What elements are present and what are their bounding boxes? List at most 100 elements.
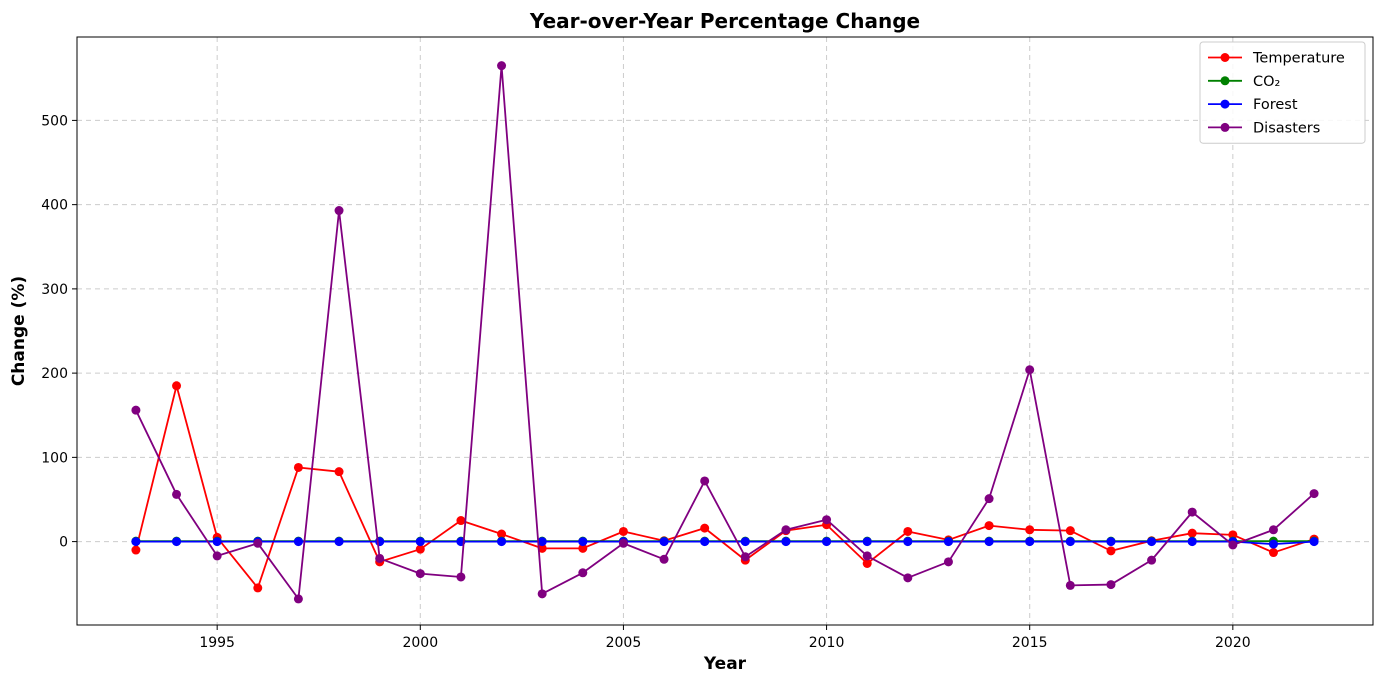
data-point-forest: [903, 537, 913, 547]
data-point-disasters: [700, 476, 710, 486]
x-tick-label: 2000: [402, 635, 438, 651]
data-point-disasters: [334, 206, 344, 216]
data-point-temperature: [497, 529, 507, 539]
legend-item-co-: CO₂: [1208, 74, 1280, 90]
data-point-disasters: [415, 569, 425, 579]
legend-swatch-marker: [1220, 76, 1230, 86]
y-axis-label: Change (%): [9, 276, 29, 386]
data-point-forest: [1309, 537, 1319, 547]
data-point-temperature: [618, 526, 628, 536]
y-tick-label: 400: [41, 198, 68, 214]
data-point-forest: [740, 537, 750, 547]
data-point-forest: [334, 537, 344, 547]
data-point-temperature: [1268, 548, 1278, 558]
x-tick-label: 2005: [606, 635, 642, 651]
data-point-disasters: [1065, 580, 1075, 590]
data-point-disasters: [862, 551, 872, 561]
x-tick-label: 1995: [199, 635, 235, 651]
data-point-forest: [943, 537, 953, 547]
x-tick-label: 2010: [809, 635, 845, 651]
data-point-forest: [293, 537, 303, 547]
data-point-disasters: [293, 594, 303, 604]
data-point-temperature: [131, 545, 141, 555]
data-point-temperature: [984, 521, 994, 531]
series-disasters: [131, 61, 1319, 604]
series-line-forest: [135, 540, 1315, 546]
legend-swatch-marker: [1220, 99, 1230, 109]
data-point-disasters: [1106, 580, 1116, 590]
legend-label: Temperature: [1252, 51, 1345, 67]
data-point-forest: [1147, 537, 1157, 547]
data-point-disasters: [578, 568, 588, 578]
data-point-disasters: [1268, 525, 1278, 535]
data-point-disasters: [740, 552, 750, 562]
legend-item-forest: Forest: [1208, 97, 1298, 113]
grid: [77, 37, 1373, 625]
data-point-temperature: [334, 467, 344, 477]
data-point-disasters: [984, 494, 994, 504]
data-point-disasters: [659, 554, 669, 564]
data-point-forest: [497, 537, 507, 547]
data-point-forest: [822, 537, 832, 547]
data-point-temperature: [1106, 546, 1116, 556]
data-point-forest: [212, 537, 222, 547]
data-point-disasters: [172, 489, 182, 499]
data-point-forest: [862, 537, 872, 547]
y-tick-label: 100: [41, 450, 68, 466]
data-point-forest: [172, 537, 182, 547]
series-line-disasters: [135, 64, 1315, 600]
data-point-disasters: [781, 525, 791, 535]
data-point-temperature: [1065, 526, 1075, 536]
legend-label: Disasters: [1253, 120, 1320, 136]
legend-box: [1199, 41, 1366, 144]
chart-title: Year-over-Year Percentage Change: [529, 9, 920, 33]
y-tick-label: 300: [41, 282, 68, 298]
series-line-temperature: [135, 384, 1315, 589]
data-point-temperature: [1187, 528, 1197, 538]
ticks: 1995 2000 2005 2010 2015 2020 0 100 200 300 400 500: [41, 113, 1250, 651]
legend: Temperature CO₂ Forest Disasters: [1199, 41, 1366, 144]
data-point-temperature: [253, 583, 263, 593]
data-point-disasters: [131, 405, 141, 415]
data-point-forest: [131, 537, 141, 547]
data-point-forest: [415, 537, 425, 547]
data-point-temperature: [903, 526, 913, 536]
data-point-disasters: [1147, 555, 1157, 565]
legend-swatch-marker: [1220, 53, 1230, 62]
data-point-forest: [781, 537, 791, 547]
data-point-temperature: [456, 516, 466, 526]
x-tick-label: 2015: [1012, 635, 1048, 651]
data-point-disasters: [456, 572, 466, 582]
data-point-temperature: [293, 462, 303, 472]
legend-label: CO₂: [1253, 74, 1280, 90]
data-point-disasters: [497, 61, 507, 71]
data-point-forest: [1106, 537, 1116, 547]
series-layer: [131, 61, 1319, 604]
legend-item-disasters: Disasters: [1208, 120, 1320, 136]
data-point-temperature: [1025, 525, 1035, 535]
data-point-disasters: [537, 589, 547, 599]
data-point-forest: [700, 537, 710, 547]
data-point-disasters: [253, 538, 263, 548]
data-point-disasters: [1187, 507, 1197, 517]
y-tick-label: 0: [59, 535, 68, 551]
y-tick-label: 200: [41, 366, 68, 382]
data-point-temperature: [172, 381, 182, 391]
data-point-disasters: [822, 515, 832, 525]
data-point-forest: [1065, 537, 1075, 547]
data-point-disasters: [212, 551, 222, 561]
data-point-forest: [659, 537, 669, 547]
data-point-disasters: [618, 538, 628, 548]
x-tick-label: 2020: [1215, 635, 1251, 651]
legend-label: Forest: [1253, 97, 1298, 113]
data-point-forest: [984, 537, 994, 547]
data-point-temperature: [415, 544, 425, 554]
data-point-disasters: [1025, 365, 1035, 375]
data-point-disasters: [1228, 540, 1238, 550]
data-point-disasters: [943, 557, 953, 567]
data-point-forest: [537, 537, 547, 547]
data-point-forest: [578, 537, 588, 547]
x-axis-label: Year: [703, 654, 747, 674]
legend-swatch-marker: [1220, 122, 1230, 132]
